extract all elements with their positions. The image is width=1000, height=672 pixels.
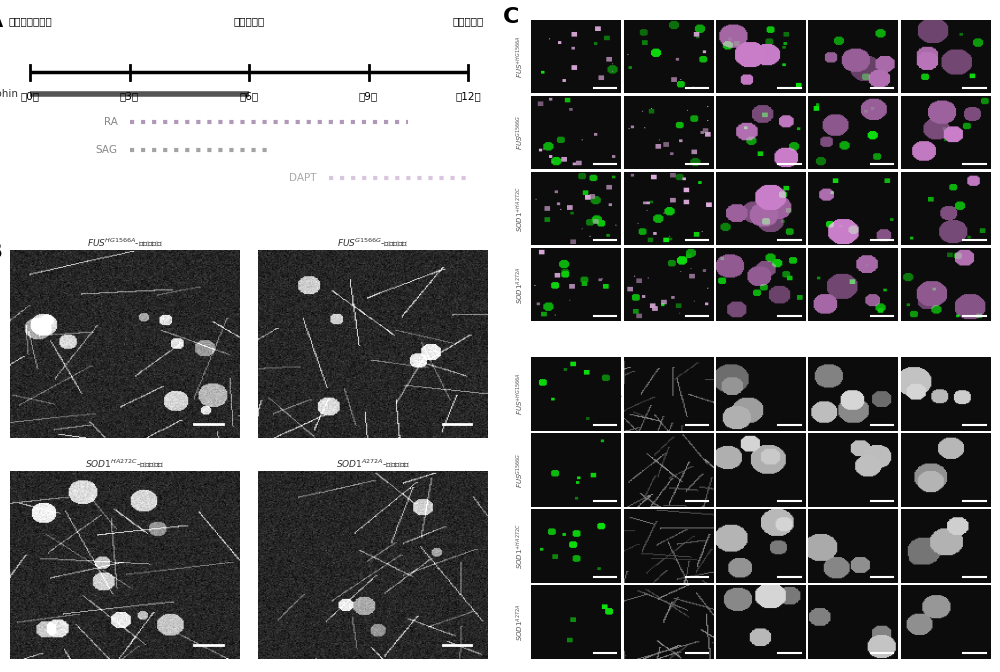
- Text: 第9天: 第9天: [359, 91, 378, 101]
- Text: ISL1/HB9/DNA: ISL1/HB9/DNA: [536, 52, 614, 62]
- Text: $\mathit{SOD1}$$^{+HA272C}$: $\mathit{SOD1}$$^{+HA272C}$: [514, 523, 526, 569]
- Text: 诱导多能干细胞: 诱导多能干细胞: [8, 15, 52, 26]
- Title: $\mathit{FUS}$$^{HG1566A}$-运动神经元: $\mathit{FUS}$$^{HG1566A}$-运动神经元: [87, 237, 163, 249]
- Title: $\mathit{SOD1}$$^{HA272C}$-运动神经元: $\mathit{SOD1}$$^{HA272C}$-运动神经元: [85, 458, 165, 469]
- Text: 神经干细胞: 神经干细胞: [233, 15, 265, 26]
- Text: 第3天: 第3天: [120, 91, 139, 101]
- Text: 第0天: 第0天: [20, 91, 39, 101]
- Text: $\mathit{FUS}$$^{+HG1566A}$: $\mathit{FUS}$$^{+HG1566A}$: [514, 36, 526, 78]
- Text: SAG: SAG: [96, 145, 118, 155]
- Title: $\mathit{FUS}$$^{G1566G}$-运动神经元: $\mathit{FUS}$$^{G1566G}$-运动神经元: [337, 237, 409, 249]
- Text: 第6天: 第6天: [239, 91, 259, 101]
- Text: $\mathit{SOD1}$$^{A272A}$: $\mathit{SOD1}$$^{A272A}$: [514, 603, 526, 641]
- Text: $\mathit{FUS}$$^{+HG1566A}$: $\mathit{FUS}$$^{+HG1566A}$: [514, 372, 526, 415]
- Text: B: B: [0, 242, 3, 262]
- Text: RA: RA: [104, 117, 118, 127]
- Text: 第12天: 第12天: [455, 91, 481, 101]
- Text: A: A: [0, 11, 3, 31]
- Text: $\mathit{FUS}$$^{G1566G}$: $\mathit{FUS}$$^{G1566G}$: [514, 452, 526, 488]
- Text: DAPT: DAPT: [289, 173, 317, 183]
- Text: $\mathit{SOD1}$$^{A272A}$: $\mathit{SOD1}$$^{A272A}$: [514, 266, 526, 304]
- Text: $\mathit{FUS}$$^{G1566G}$: $\mathit{FUS}$$^{G1566G}$: [514, 115, 526, 151]
- Text: dorsomorphin: dorsomorphin: [0, 89, 18, 99]
- Title: $\mathit{SOD1}$$^{A272A}$-运动神经元: $\mathit{SOD1}$$^{A272A}$-运动神经元: [336, 458, 410, 469]
- Text: $\mathit{SOD1}$$^{+HA272C}$: $\mathit{SOD1}$$^{+HA272C}$: [514, 186, 526, 232]
- Text: 运动神经元: 运动神经元: [453, 15, 484, 26]
- Text: ISL1/MAP2/DNA: ISL1/MAP2/DNA: [536, 389, 622, 399]
- Text: C: C: [502, 7, 519, 28]
